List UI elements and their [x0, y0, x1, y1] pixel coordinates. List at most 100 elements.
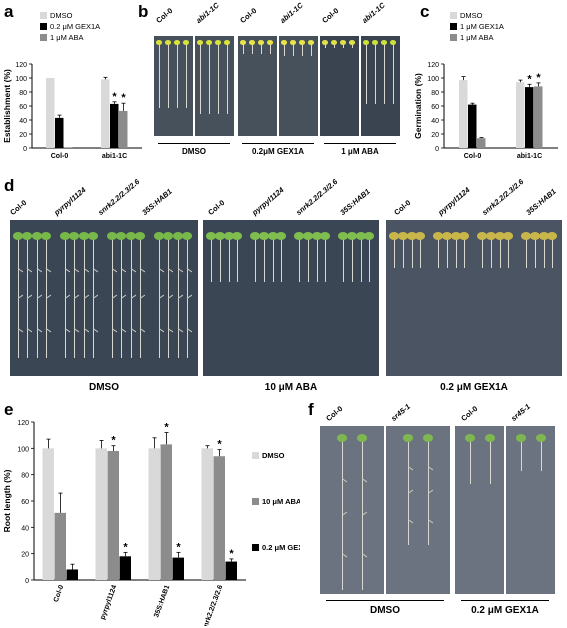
bar [225, 561, 237, 580]
bar [160, 444, 172, 580]
y-axis-label: Establishment (%) [2, 69, 12, 143]
seedling-root [393, 44, 394, 104]
seedling-plate [10, 220, 198, 376]
seedling-root [411, 238, 413, 268]
y-tick-label: 80 [431, 90, 439, 97]
seedling-cotyledon [484, 434, 495, 442]
seedling-root [334, 44, 335, 48]
y-tick-label: 100 [427, 76, 439, 83]
seedling-cotyledon [206, 40, 212, 45]
treatment-label: 0.2 μM GEX1A [471, 605, 539, 616]
seedling-root [394, 238, 395, 268]
seedling-cotyledon [322, 40, 328, 45]
seedling-root [499, 238, 501, 268]
seedling-root [237, 238, 239, 282]
treatment-underline [324, 143, 396, 144]
seedling-cotyledon [535, 434, 546, 442]
seedling-cotyledon [355, 232, 366, 240]
seedling-root [261, 44, 262, 54]
seedling-cotyledon [346, 232, 357, 240]
seedling-cotyledon [320, 232, 331, 240]
legend-label: 0.2 μM GEX1A [50, 22, 100, 31]
bar [110, 103, 119, 148]
bar [516, 82, 525, 148]
seedling-root [272, 238, 274, 282]
seedling-plate [195, 36, 234, 136]
seedling-root [299, 238, 300, 282]
seedling-root [255, 238, 256, 282]
genotype-label: sr45-1 [389, 401, 412, 423]
seedling-root [352, 44, 353, 48]
seedling-root [343, 44, 344, 48]
seedling-cotyledon [224, 40, 230, 45]
seedling-root [228, 238, 230, 282]
y-tick-label: 60 [19, 104, 27, 111]
x-tick-label: Col-0 [464, 153, 482, 160]
seedling-root [159, 44, 160, 108]
genotype-label: snrk2.2/2.3/2.6 [96, 177, 142, 217]
genotype-label: Col-0 [392, 198, 413, 217]
seedling-root [325, 238, 327, 282]
seedling-root [343, 238, 344, 282]
seedling-cotyledon [215, 40, 221, 45]
genotype-label: 35S:HAB1 [140, 186, 174, 217]
legend-label: 1 μM GEX1A [460, 22, 504, 31]
genotype-label: abi1-1C [194, 0, 221, 26]
panel-label-e: e [4, 400, 14, 419]
seedling-plate [386, 426, 450, 594]
seedling-cotyledon [163, 232, 174, 240]
seedling-root [552, 238, 554, 268]
seedling-cotyledon [477, 232, 487, 240]
seedling-cotyledon [267, 232, 278, 240]
genotype-label: Col-0 [206, 198, 227, 217]
legend-label: 0.2 μM GEX1A [262, 543, 300, 552]
genotype-label: Col-0 [238, 6, 259, 25]
significance-star: * [123, 541, 128, 553]
seedling-plate [455, 426, 504, 594]
seedling-cotyledon [116, 232, 127, 240]
bar [459, 80, 468, 148]
seedling-root [293, 44, 294, 56]
seedling-cotyledon [415, 232, 426, 240]
y-tick-label: 60 [21, 499, 29, 506]
y-axis-label: Germination (%) [413, 73, 423, 139]
seedling-cotyledon [223, 232, 234, 240]
significance-star: * [112, 91, 117, 103]
seedling-cotyledon [214, 232, 225, 240]
seedling-cotyledon [258, 232, 269, 240]
legend-swatch [40, 12, 47, 19]
seedling-cotyledon [403, 434, 413, 442]
bar [119, 556, 131, 580]
bar [148, 448, 160, 580]
germination-chart: 0 20 40 60 80 100 120 Germination (%) Col-0 abi1-… [413, 11, 558, 160]
seedling-cotyledon [538, 232, 549, 240]
panel-label-b: b [138, 2, 149, 21]
seedling-root [490, 238, 492, 268]
treatment-label: 0.2μM GEX1A [251, 147, 305, 156]
seedling-plate [154, 36, 193, 136]
seedling-cotyledon [88, 232, 99, 240]
seedling-cotyledon [290, 40, 296, 45]
seedling-cotyledon [331, 40, 337, 45]
seedling-root [177, 44, 178, 108]
y-tick-label: 120 [15, 62, 27, 69]
bar [66, 569, 78, 580]
seedling-cotyledon [529, 232, 540, 240]
legend-swatch [450, 34, 457, 41]
seedling-root [218, 44, 219, 114]
seedling-cotyledon [165, 40, 171, 45]
seedling-plate [320, 426, 384, 594]
seedling-cotyledon [450, 232, 461, 240]
seedling-plate [386, 220, 562, 376]
y-tick-label: 40 [19, 118, 27, 125]
seedling-root [284, 44, 285, 56]
seedling-root [375, 44, 376, 104]
seedling-cotyledon [459, 232, 470, 240]
seedling-cotyledon [206, 232, 216, 240]
bar [64, 147, 73, 148]
treatment-underline [326, 600, 444, 601]
genotype-label: pyrpyl1124 [52, 185, 88, 217]
seedling-root [270, 44, 271, 54]
seedling-cotyledon [485, 232, 496, 240]
x-tick-label: Col-0 [53, 584, 66, 603]
